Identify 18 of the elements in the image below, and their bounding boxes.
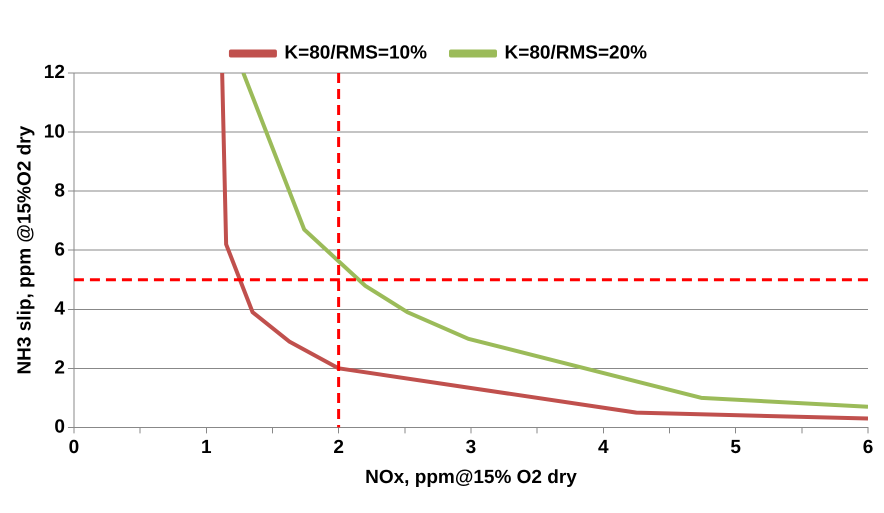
x-tick-label: 6: [862, 437, 874, 458]
x-axis-title: NOx, ppm@15% O2 dry: [365, 466, 578, 488]
y-tick-label: 0: [54, 416, 65, 438]
x-tick-label: 5: [730, 437, 742, 458]
x-tick-label: 4: [598, 437, 610, 458]
legend-label: K=80/RMS=10%: [284, 42, 428, 64]
x-tick-label: 1: [200, 437, 212, 458]
y-tick-label: 10: [44, 121, 65, 142]
y-tick-label: 2: [54, 358, 65, 379]
y-tick-label: 8: [54, 180, 65, 202]
legend-label: K=80/RMS=20%: [504, 42, 648, 64]
y-tick-label: 12: [44, 62, 65, 84]
x-tick-label: 0: [68, 437, 80, 458]
y-axis-title: NH3 slip, ppm @15%O2 dry: [14, 125, 36, 375]
y-tick-label: 4: [54, 298, 66, 320]
x-tick-label: 2: [333, 437, 344, 458]
x-tick-label: 3: [466, 437, 476, 458]
y-tick-label: 6: [54, 239, 65, 260]
